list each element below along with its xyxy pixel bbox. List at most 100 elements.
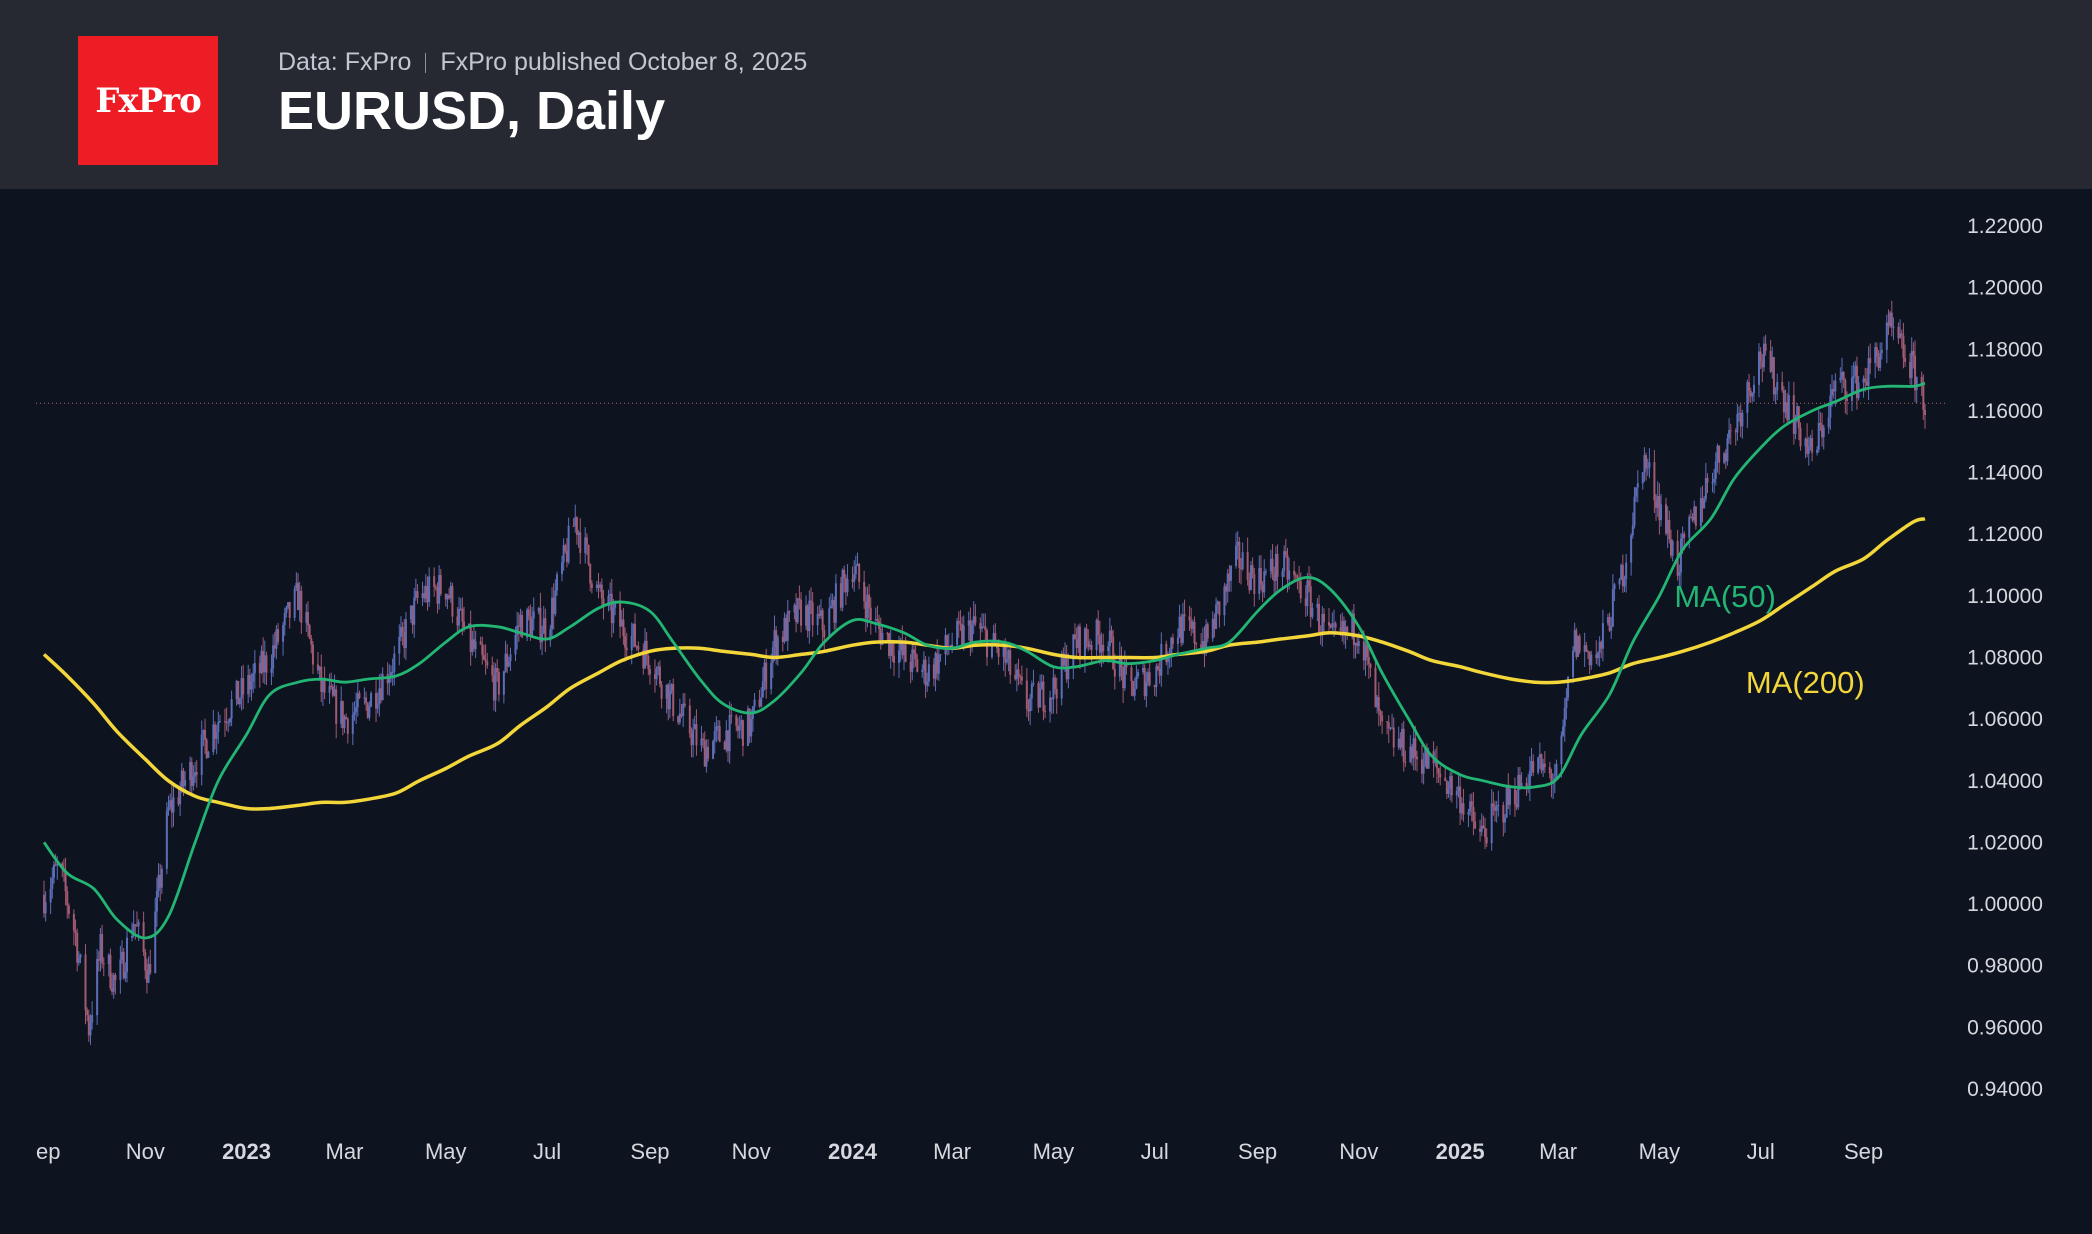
candle-body [114,974,117,981]
x-tick-label: Jul [1141,1139,1169,1164]
candle-body [969,620,972,646]
candle-body [215,731,218,739]
candle-body [43,894,45,914]
candle-body [527,609,530,617]
candle-body [1635,487,1638,497]
candle-body [1816,449,1819,453]
candle-body [1537,757,1540,773]
candle-body [1585,645,1588,652]
candle-body [1249,565,1252,590]
candle-body [1240,567,1242,570]
candle-body [1050,697,1053,700]
candle-body [1369,663,1372,668]
candle-body [1772,357,1775,395]
candle-body [358,693,361,699]
candle-body [1761,361,1764,368]
candle-body [298,590,301,611]
candle-body [1286,555,1289,580]
candle-body [610,593,613,624]
candle-body [602,598,605,606]
candle-body [122,951,125,979]
candle-body [1914,355,1917,391]
candle-body [1392,727,1395,748]
candle-body [1563,707,1566,727]
candle-body [1258,567,1261,594]
candle-body [517,625,520,627]
candle-body [433,576,436,587]
candle-body [1216,601,1219,605]
candle-body [839,583,842,608]
candle-body [107,954,110,964]
candle-body [1108,630,1111,647]
candle-body [1821,425,1824,438]
y-tick-label: 0.96000 [1967,1016,2043,1039]
candle-body [190,762,193,786]
published-text: FxPro published October 8, 2025 [440,48,808,76]
candle-body [1655,500,1658,508]
candle-body [1306,580,1309,607]
candle-body [509,654,512,662]
candle-body [76,932,79,963]
candle-body [1062,653,1065,666]
candle-body [590,583,593,588]
candle-body [448,595,451,599]
candle-body [1193,621,1196,644]
candle-body [730,715,733,717]
candle-body [984,626,987,631]
candle-body [584,537,587,554]
candle-body [560,562,563,575]
candle-body [1122,667,1125,689]
candle-body [974,616,977,624]
candle-body [1484,828,1487,838]
candle-body [1595,654,1598,659]
candle-body [356,693,359,708]
candle-body [318,666,321,671]
candle-body [370,693,373,707]
candle-body [874,619,877,621]
candle-body [486,661,489,666]
candle-body [760,697,763,707]
candle-body [891,640,894,656]
candle-body [587,544,590,565]
candle-body [482,655,485,660]
candle-body [1183,614,1186,617]
candle-body [967,620,970,626]
candle-body [1030,683,1033,699]
candle-body [723,741,726,750]
candle-body [1357,641,1360,646]
candle-body [223,721,226,723]
candle-body [428,576,431,603]
candle-body [1900,333,1903,336]
candle-body [1839,377,1842,381]
candle-body [1736,413,1739,433]
candle-body [1354,642,1357,646]
candle-body [1367,657,1370,664]
candle-body [237,680,240,705]
candle-body [1288,570,1291,580]
candle-body [1263,571,1266,593]
candle-body [1274,553,1277,582]
candle-body [858,563,861,582]
candle-body [1658,495,1661,521]
candle-body [306,612,309,626]
candle-body [1920,376,1923,384]
candle-body [1201,641,1204,651]
candle-body [1548,767,1551,774]
candle-body [1188,616,1191,621]
candle-body [717,726,720,728]
candle-body [775,630,778,657]
candle-body [1005,658,1008,663]
candle-body [1543,763,1546,768]
candle-body [1643,455,1646,473]
candle-body [381,673,384,701]
candle-body [227,722,230,724]
candle-body [589,564,592,584]
candle-body [819,610,822,616]
candle-body [607,596,610,606]
candle-body [1042,681,1045,712]
candle-body [1029,698,1032,712]
candle-body [981,627,984,629]
candle-body [539,607,542,643]
candle-body [56,863,59,866]
candle-body [1158,668,1161,676]
